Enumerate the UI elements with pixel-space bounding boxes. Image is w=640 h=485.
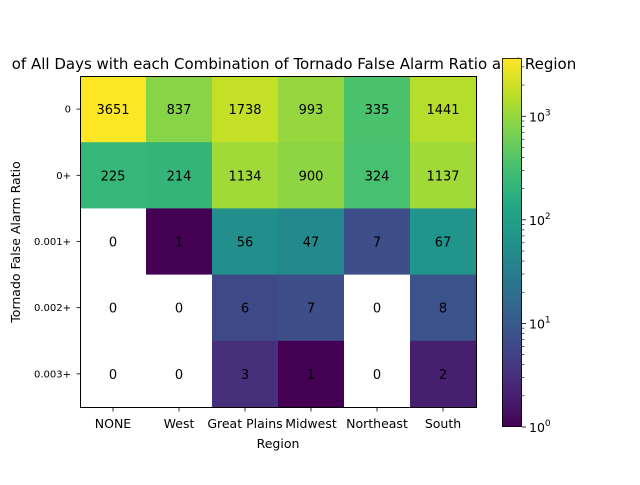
heatmap-cell <box>278 76 345 143</box>
cell-value-label: 0 <box>109 368 117 383</box>
cell-value-label: 0 <box>109 236 117 251</box>
x-axis-label: Region <box>257 436 300 451</box>
heatmap-cell <box>410 76 477 143</box>
cell-value-label: 1137 <box>426 169 459 184</box>
colorbar-tick-label: 103 <box>529 108 551 124</box>
heatmap-cell <box>344 208 411 276</box>
heatmap-cell <box>344 340 411 408</box>
heatmap-cell <box>344 274 411 342</box>
cell-value-label: 335 <box>365 103 390 118</box>
cell-value-label: 67 <box>435 236 452 251</box>
colorbar: 100 101 102 103 <box>502 58 551 435</box>
colorbar-tick-label: 100 <box>529 419 551 435</box>
cell-value-label: 1441 <box>426 103 459 118</box>
heatmap-cell <box>410 142 477 209</box>
chart-title: of All Days with each Combination of Tor… <box>12 55 577 73</box>
cell-value-label: 1 <box>175 236 183 251</box>
heatmap-cell <box>212 340 279 408</box>
heatmap-cell <box>410 274 477 342</box>
heatmap-cell <box>146 340 213 408</box>
cell-value-label: 324 <box>365 169 390 184</box>
cell-value-label: 3651 <box>96 103 129 118</box>
cell-value-label: 56 <box>237 236 254 251</box>
heatmap-cell <box>344 142 411 209</box>
heatmap-cell <box>410 340 477 408</box>
y-tick-label: 0.002+ <box>34 303 71 314</box>
cell-value-label: 2 <box>439 368 447 383</box>
colorbar-tick-label: 101 <box>529 315 551 331</box>
cell-value-label: 837 <box>167 103 192 118</box>
heatmap-cell <box>278 340 345 408</box>
x-tick-label: NONE <box>95 416 132 431</box>
plot-frame <box>80 76 477 408</box>
cell-value-label: 225 <box>101 169 126 184</box>
heatmap-cell <box>212 208 279 276</box>
heatmap-cell <box>146 274 213 342</box>
cell-value-label: 8 <box>439 302 447 317</box>
heatmap-cell <box>80 142 147 209</box>
y-tick-label: 0.001+ <box>34 237 71 248</box>
cell-value-label: 0 <box>373 368 381 383</box>
colorbar-tick-label: 102 <box>529 212 551 228</box>
cell-value-label: 7 <box>307 302 315 317</box>
cell-value-label: 3 <box>241 368 249 383</box>
y-axis-ticks: 0 0+ 0.001+ 0.002+ 0.003+ <box>34 105 81 380</box>
heatmap-cell <box>146 76 213 143</box>
colorbar-frame <box>502 58 522 427</box>
cell-value-label: 0 <box>373 302 381 317</box>
heatmap-cell <box>344 76 411 143</box>
cell-value-label: 0 <box>175 368 183 383</box>
heatmap-cell <box>278 274 345 342</box>
heatmap-cell <box>146 142 213 209</box>
x-tick-label: West <box>164 416 195 431</box>
cell-value-label: 6 <box>241 302 249 317</box>
x-tick-label: Great Plains <box>207 416 282 431</box>
heatmap-cell <box>80 76 147 143</box>
y-axis-label: Tornado False Alarm Ratio <box>8 161 23 323</box>
cell-value-label: 0 <box>175 302 183 317</box>
colorbar-gradient <box>502 58 522 427</box>
cell-value-label: 1738 <box>228 103 261 118</box>
cell-value-label: 214 <box>167 169 192 184</box>
cell-value-label: 0 <box>109 302 117 317</box>
cell-value-label: 900 <box>299 169 324 184</box>
heatmap-cell <box>212 76 279 143</box>
heatmap-cell <box>410 208 477 276</box>
heatmap-cell <box>80 340 147 408</box>
x-tick-label: Midwest <box>285 416 337 431</box>
heatmap-cell <box>212 142 279 209</box>
y-tick-label: 0.003+ <box>34 369 71 380</box>
x-tick-label: South <box>425 416 461 431</box>
cell-value-label: 47 <box>303 236 320 251</box>
y-tick-label: 0+ <box>56 171 71 182</box>
y-tick-label: 0 <box>65 105 71 116</box>
cell-value-label: 1134 <box>228 169 261 184</box>
cell-value-label: 7 <box>373 236 381 251</box>
cell-value-label: 993 <box>299 103 324 118</box>
heatmap-cell <box>80 274 147 342</box>
heatmap-cell <box>146 208 213 276</box>
heatmap-cell <box>212 274 279 342</box>
x-axis-ticks: NONE West Great Plains Midwest Northeast Sout… <box>95 407 461 431</box>
heatmap-cell <box>278 142 345 209</box>
heatmap-cell <box>278 208 345 276</box>
x-tick-label: Northeast <box>346 416 408 431</box>
cell-value-label: 1 <box>307 368 315 383</box>
heatmap-cell <box>80 208 147 276</box>
heatmap-cells <box>80 76 477 408</box>
